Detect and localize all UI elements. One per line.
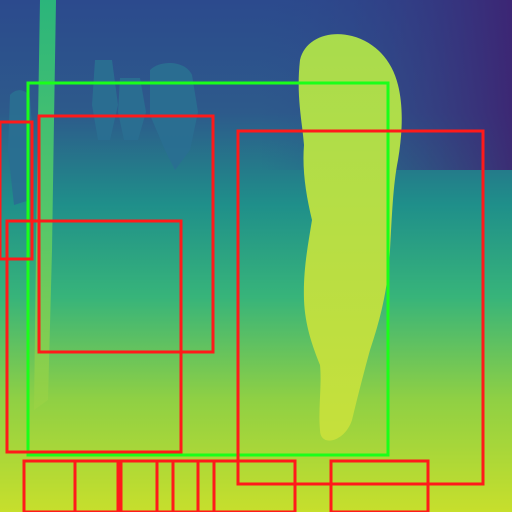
red-box-bottom-2	[73, 459, 120, 512]
red-box-lower-left	[5, 219, 183, 454]
red-box-left-edge	[0, 120, 34, 261]
red-box-right-person	[236, 129, 485, 486]
red-box-bottom-7	[212, 459, 297, 512]
red-bounding-boxes	[0, 114, 485, 512]
red-box-bottom-8	[329, 459, 430, 512]
red-box-upper-left	[37, 114, 215, 354]
foreground-person	[298, 34, 402, 441]
green-bounding-box	[26, 81, 390, 457]
